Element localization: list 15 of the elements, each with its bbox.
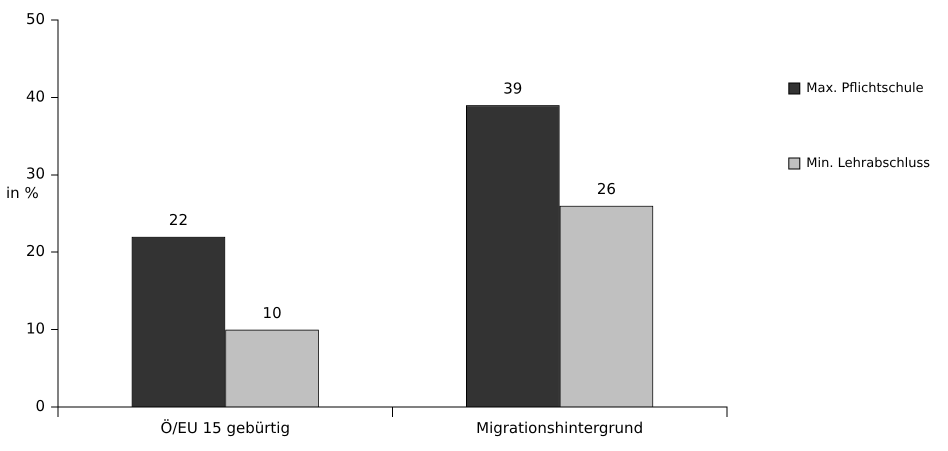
y-tick-label: 40 — [26, 87, 46, 106]
data-label: 39 — [503, 80, 522, 98]
y-tick-label: 30 — [26, 164, 46, 183]
data-label: 26 — [596, 180, 616, 198]
legend-label: Min. Lehrabschluss — [806, 156, 930, 171]
data-label: 10 — [262, 304, 282, 322]
y-tick-label: 20 — [26, 242, 46, 260]
y-tick-label: 10 — [26, 319, 46, 338]
x-tick-label: Migrationshintergrund — [476, 418, 644, 437]
x-tick-label: Ö/EU 15 gebürtig — [160, 418, 290, 437]
legend-label: Max. Pflichtschule — [806, 80, 924, 96]
data-label: 22 — [168, 211, 188, 230]
y-tick-label: 0 — [36, 396, 46, 415]
y-axis-title: in % — [6, 184, 39, 202]
y-tick-label: 50 — [26, 10, 46, 28]
